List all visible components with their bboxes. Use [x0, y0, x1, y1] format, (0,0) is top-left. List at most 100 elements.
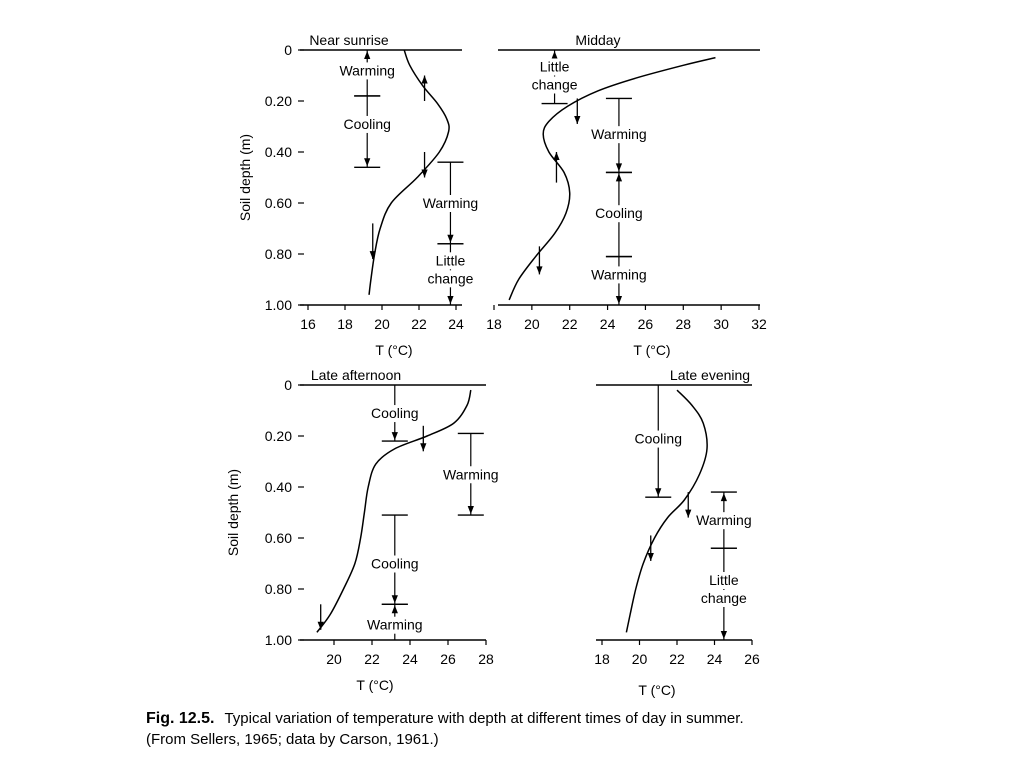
- panel-1: Near sunrise 16 18 20 22 24 T (°C) 0 0.20 0.40 0.6…: [237, 32, 481, 358]
- arrow-head: [647, 552, 654, 561]
- y-tick-label: 0.60: [265, 530, 292, 546]
- y-axis-label: Soil depth (m): [237, 134, 253, 221]
- zone-marker: Cooling: [365, 514, 425, 605]
- x-tick-label: 20: [524, 316, 540, 332]
- zone-marker: Cooling: [628, 385, 688, 498]
- arrow-head: [553, 152, 560, 160]
- x-tick-label: 16: [300, 316, 316, 332]
- x-axis-label: T (°C): [356, 677, 393, 693]
- arrow-head: [720, 493, 727, 502]
- x-tick-label: 22: [562, 316, 578, 332]
- zone-label-bg: [420, 195, 481, 212]
- x-axis-label: T (°C): [638, 682, 675, 698]
- arrow-head: [467, 506, 474, 515]
- arrow-head: [364, 51, 371, 59]
- arrow-head: [420, 443, 427, 452]
- zone-label: Warming: [443, 466, 499, 482]
- arrow-head: [615, 163, 623, 172]
- zone-marker: Warming: [589, 97, 649, 174]
- x-tick-label: 20: [326, 651, 342, 667]
- y-tick-label: 0.40: [265, 479, 292, 495]
- zone-label: Warming: [591, 266, 647, 282]
- zone-label-bg: [589, 266, 649, 284]
- x-tick-label: 18: [486, 316, 502, 332]
- x-tick-label: 22: [411, 316, 427, 332]
- arrow-head: [421, 75, 428, 84]
- x-axis-label: T (°C): [375, 342, 412, 358]
- x-tick-label: 26: [744, 651, 760, 667]
- zone-label-bg: [424, 252, 477, 270]
- caption-line-2: (From Sellers, 1965; data by Carson, 196…: [146, 731, 439, 748]
- panel-title: Near sunrise: [309, 32, 389, 48]
- temperature-profile-line: [508, 56, 716, 301]
- zone-label: Warming: [591, 126, 647, 142]
- zone-marker: Little change: [528, 50, 581, 105]
- zone-label: Cooling: [371, 405, 418, 421]
- zone-label: Warming: [339, 62, 395, 78]
- zone-marker: Warming: [589, 255, 649, 305]
- x-tick-label: 20: [374, 316, 390, 332]
- zone-marker: Warming: [441, 432, 501, 516]
- zone-marker: Cooling: [365, 385, 425, 442]
- zone-label: change: [427, 270, 473, 286]
- x-tick-label: 26: [440, 651, 456, 667]
- zone-label-bg: [424, 270, 477, 288]
- zone-label-bg: [337, 62, 397, 80]
- zone-marker: Cooling: [337, 95, 397, 169]
- arrow-head: [391, 605, 398, 614]
- arrow-head: [391, 595, 398, 604]
- zone-label-bg: [365, 616, 425, 634]
- temperature-profile-line: [316, 389, 472, 633]
- y-tick-label: 0.80: [265, 581, 292, 597]
- figure-caption: Fig. 12.5. Typical variation of temperatu…: [146, 708, 986, 750]
- zone-label-bg: [694, 512, 754, 530]
- panel-title: Late evening: [670, 367, 750, 383]
- arrow-head: [447, 234, 454, 243]
- zone-label: Little: [540, 59, 570, 75]
- arrow-head: [364, 158, 371, 167]
- zone-label-bg: [528, 76, 581, 94]
- panel-4: Late evening 18 20 22 24 26 T (°C) Cooling Warmi…: [594, 367, 760, 698]
- panel-title: Late afternoon: [311, 367, 401, 383]
- zone-label: Cooling: [595, 205, 642, 221]
- x-tick-label: 30: [713, 316, 729, 332]
- y-tick-label: 0.20: [265, 93, 292, 109]
- zone-label: Little: [436, 252, 466, 268]
- x-tick-label: 18: [594, 651, 610, 667]
- x-tick-label: 22: [669, 651, 685, 667]
- arrow-head: [421, 169, 428, 178]
- x-tick-label: 24: [448, 316, 464, 332]
- zone-label: Cooling: [371, 556, 418, 572]
- zone-label-bg: [589, 126, 649, 144]
- arrow-head: [720, 631, 727, 639]
- zone-label-bg: [628, 430, 688, 448]
- panel-3: Late afternoon 20 22 24 26 28 T (°C) 0 0.20 0.40 0…: [225, 367, 501, 693]
- zone-marker: Warming: [420, 161, 481, 245]
- arrow-head: [685, 509, 692, 518]
- arrow-head: [369, 251, 376, 260]
- y-tick-label: 0.40: [265, 144, 292, 160]
- y-tick-label: 0.60: [265, 195, 292, 211]
- x-tick-label: 32: [751, 316, 767, 332]
- x-tick-label: 26: [638, 316, 654, 332]
- panel-title: Midday: [575, 32, 620, 48]
- zone-label: Cooling: [343, 116, 390, 132]
- zone-label-bg: [528, 58, 581, 76]
- x-axis-label: T (°C): [633, 342, 670, 358]
- zone-label-bg: [365, 555, 425, 573]
- arrow-head: [447, 296, 454, 304]
- arrow-head: [536, 266, 543, 275]
- zone-label-bg: [337, 115, 397, 133]
- zone-marker: Warming: [694, 491, 754, 549]
- zone-marker: Little change: [424, 243, 477, 305]
- arrow-head: [655, 488, 662, 497]
- caption-label: Fig. 12.5.: [146, 710, 215, 727]
- temperature-profile-line: [625, 389, 708, 633]
- arrow-head: [615, 173, 623, 182]
- arrow-head: [574, 115, 581, 124]
- zone-marker: Little change: [698, 547, 750, 640]
- zone-label: Warming: [696, 512, 752, 528]
- x-tick-label: 28: [675, 316, 691, 332]
- y-tick-label: 0: [284, 42, 292, 58]
- zone-label-bg: [441, 466, 501, 484]
